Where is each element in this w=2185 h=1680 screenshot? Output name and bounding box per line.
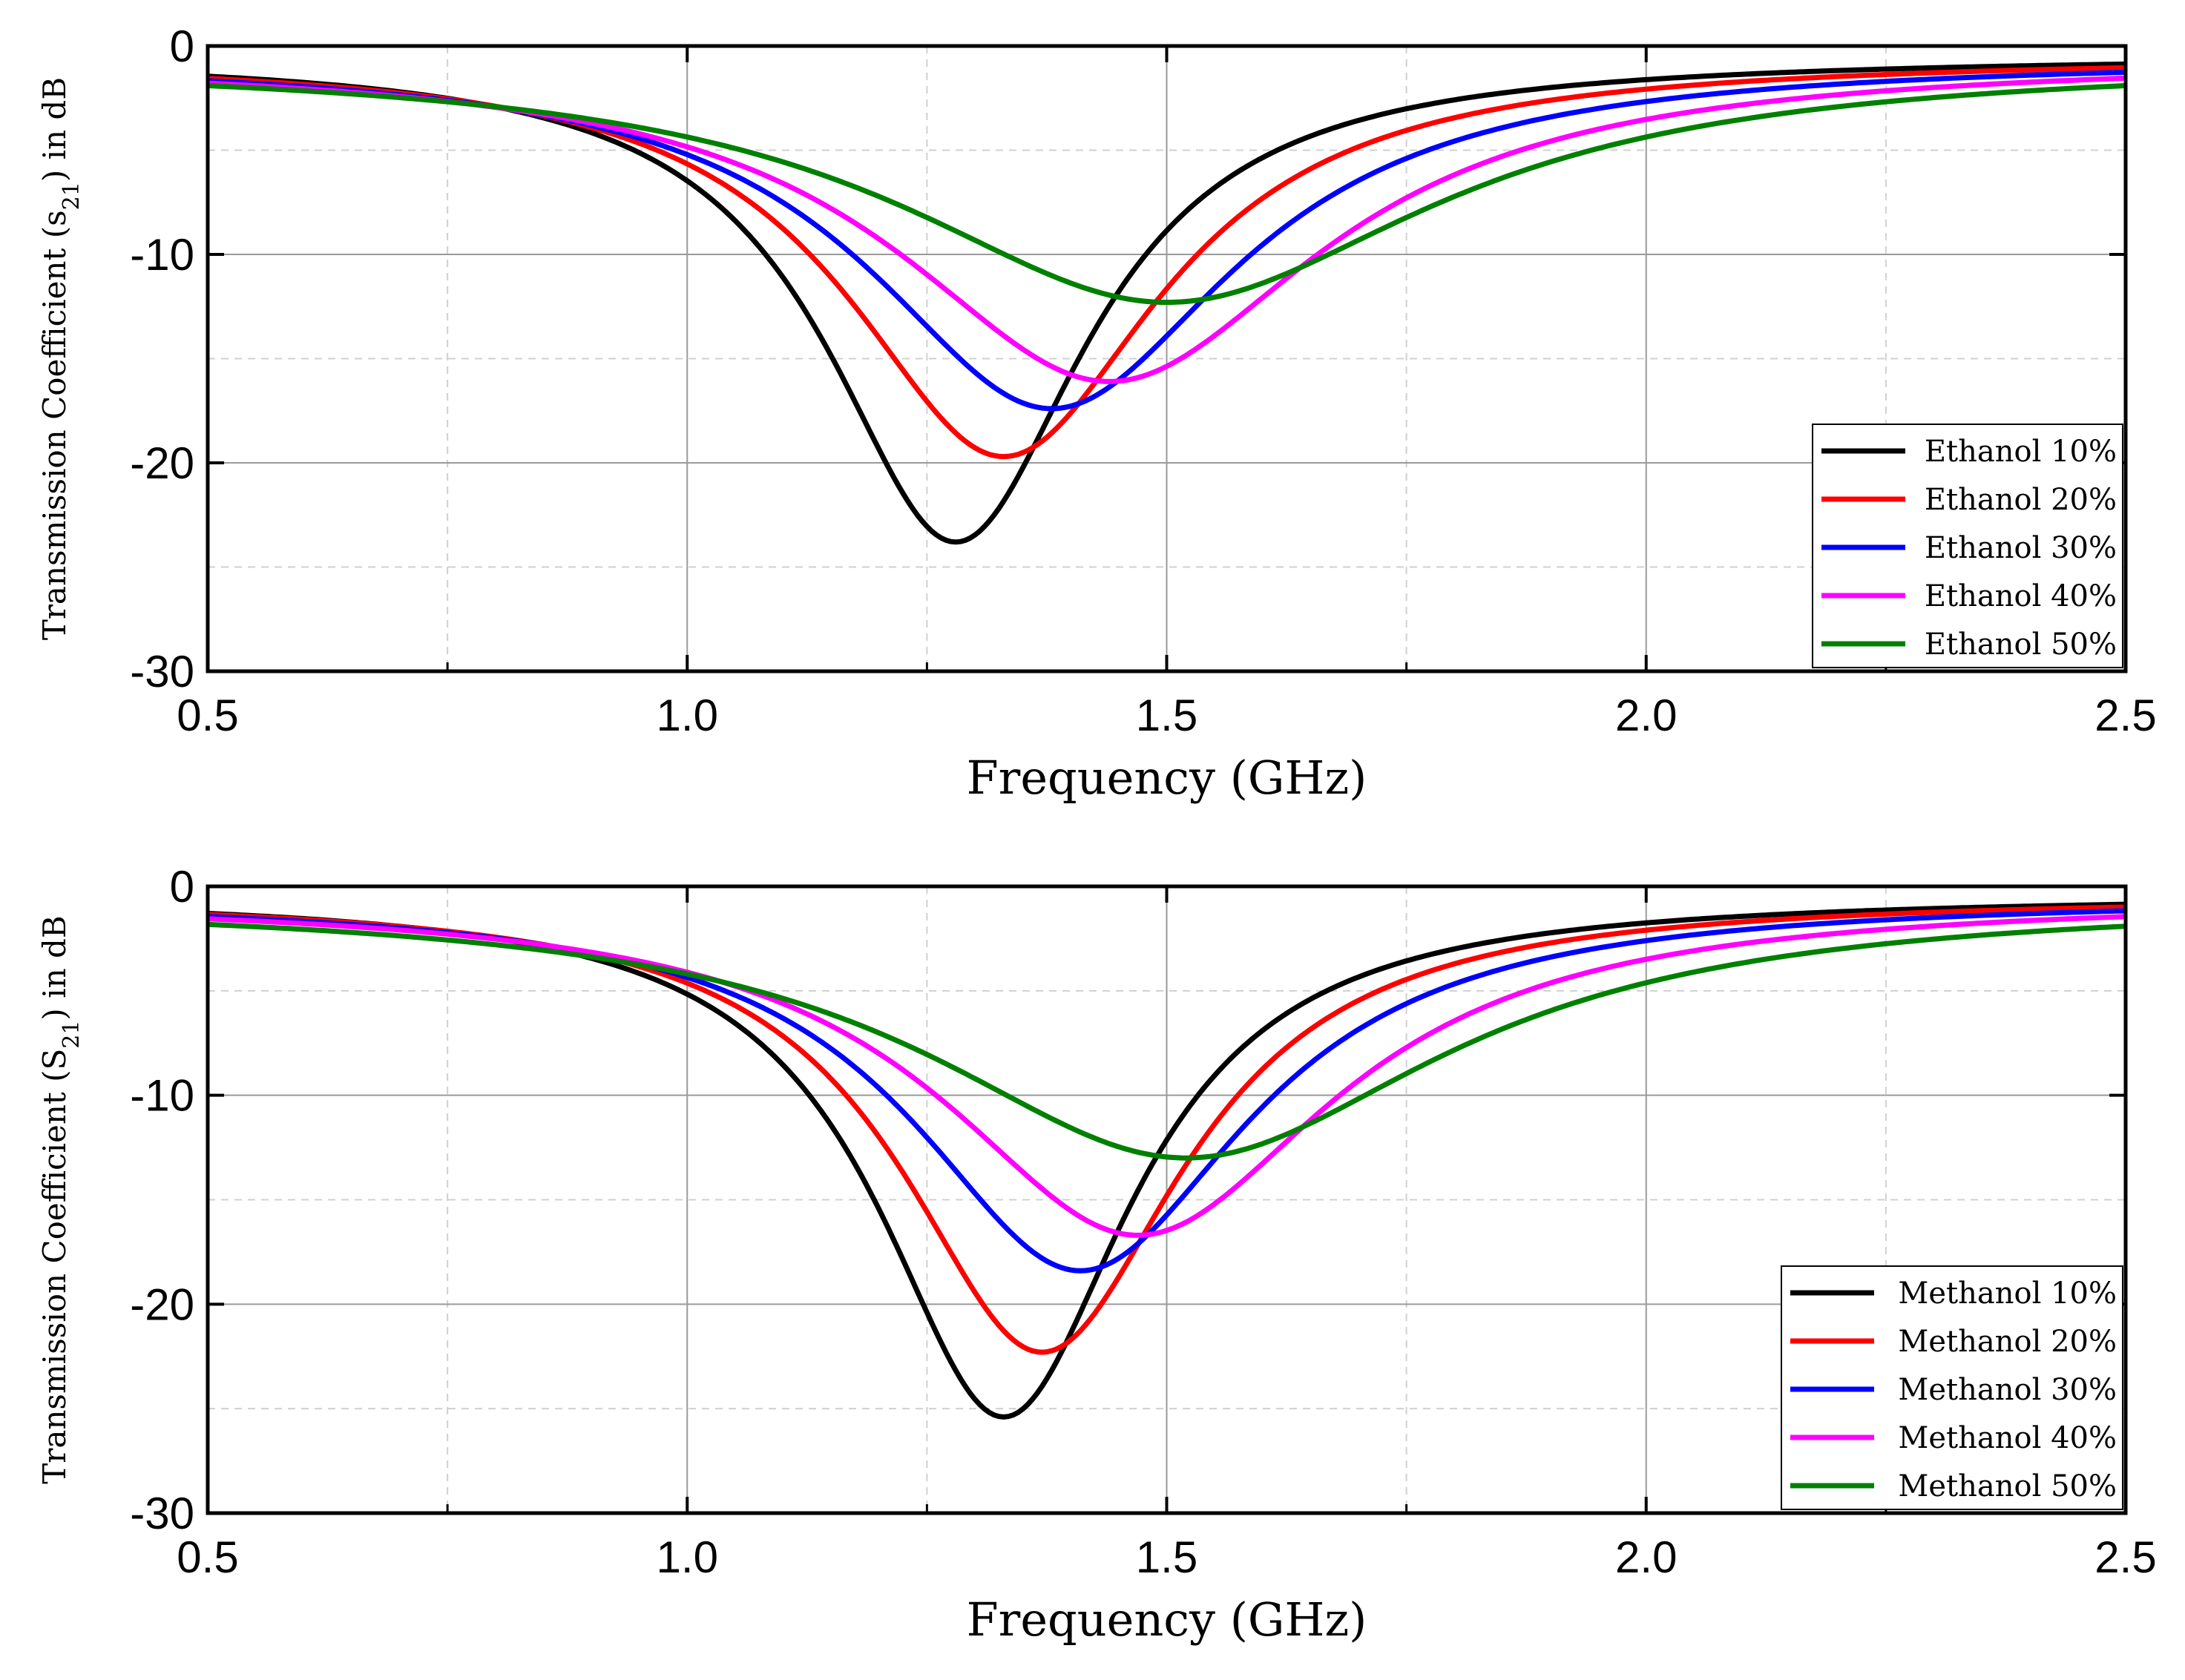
- x-tick-label: 1.5: [1136, 1532, 1197, 1582]
- x-axis-title: Frequency (GHz): [967, 751, 1367, 805]
- y-tick-label: -30: [130, 647, 194, 696]
- y-tick-label: 0: [170, 22, 194, 71]
- x-tick-label: 1.0: [657, 691, 718, 740]
- legend-label-5: Ethanol 50%: [1925, 627, 2117, 662]
- x-tick-label: 0.5: [177, 691, 238, 740]
- y-axis-title-subscript: 21: [59, 1021, 85, 1049]
- legend-label-2: Methanol 20%: [1898, 1325, 2117, 1359]
- y-tick-label: -20: [130, 438, 194, 488]
- y-tick-label: -30: [130, 1489, 194, 1538]
- x-tick-label: 0.5: [177, 1532, 238, 1582]
- x-tick-label: 2.0: [1615, 691, 1677, 740]
- y-axis-title-main: Transmission Coefficient (s: [36, 210, 73, 640]
- y-axis-title-end: ) in dB: [36, 77, 73, 182]
- y-tick-label: -10: [130, 230, 194, 280]
- y-axis-title: Transmission Coefficient (S21) in dB: [36, 915, 85, 1484]
- y-axis-title-subscript: 21: [59, 182, 85, 210]
- y-tick-label: 0: [170, 862, 194, 912]
- legend: Methanol 10% Methanol 20% Methanol 30% Meth…: [1781, 1265, 2123, 1510]
- y-axis-title-main: Transmission Coefficient (S: [36, 1049, 73, 1484]
- legend-label-1: Methanol 10%: [1898, 1277, 2117, 1311]
- series-line-5: [207, 82, 2126, 306]
- x-axis-title: Frequency (GHz): [967, 1592, 1367, 1647]
- legend-label-4: Ethanol 40%: [1925, 579, 2117, 613]
- legend: Ethanol 10% Ethanol 20% Ethanol 30% Ethanol…: [1812, 424, 2123, 668]
- legend-label-5: Methanol 50%: [1898, 1469, 2117, 1503]
- chart-1: 0.5 1.0 1.5 2.0 2.5 0 -10 -20 -30 Frequency (GHz)…: [36, 22, 2157, 805]
- series-line-5: [207, 921, 2126, 1161]
- x-tick-label: 2.5: [2094, 691, 2156, 740]
- x-tick-label: 1.5: [1136, 691, 1197, 740]
- y-tick-label: -10: [130, 1071, 194, 1121]
- x-tick-label: 2.0: [1615, 1532, 1677, 1582]
- legend-label-2: Ethanol 20%: [1925, 483, 2117, 517]
- chart-2: 0.5 1.0 1.5 2.0 2.5 0 -10 -20 -30 Frequency (GHz)…: [36, 862, 2157, 1647]
- y-tick-label: -20: [130, 1279, 194, 1329]
- legend-label-4: Methanol 40%: [1898, 1421, 2117, 1455]
- x-tick-label: 2.5: [2094, 1532, 2156, 1582]
- series-line-4: [207, 914, 2126, 1238]
- y-axis-title-end: ) in dB: [36, 915, 73, 1020]
- x-tick-label: 1.0: [657, 1532, 718, 1582]
- legend-label-1: Ethanol 10%: [1925, 435, 2117, 469]
- y-axis-title: Transmission Coefficient (s21) in dB: [36, 77, 85, 640]
- legend-label-3: Methanol 30%: [1898, 1373, 2117, 1407]
- legend-label-3: Ethanol 30%: [1925, 531, 2117, 565]
